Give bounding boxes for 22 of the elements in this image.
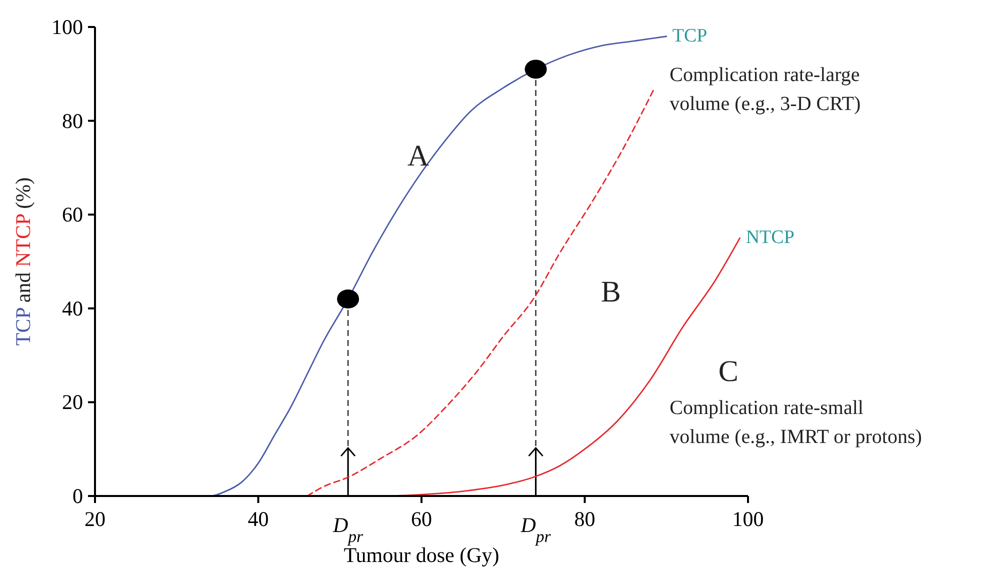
- series-label: NTCP: [746, 227, 794, 248]
- ref-line-label: D$_{pr}$: [332, 513, 364, 546]
- x-tick-label: 20: [84, 507, 106, 531]
- ref-line-label: D$_{pr}$: [520, 513, 552, 546]
- annotation: Complication rate-small volume (e.g., IMRT or protons): [670, 396, 922, 448]
- annotation: C: [718, 355, 738, 388]
- y-tick-label: 0: [72, 484, 83, 508]
- y-axis-title: TCP and NTCP (%): [11, 177, 35, 346]
- line-series: [306, 90, 654, 497]
- annotation: Complication rate-large volume (e.g., 3-D CRT): [670, 64, 861, 115]
- series-label: TCP: [672, 25, 708, 46]
- x-tick-label: 60: [411, 507, 432, 531]
- y-tick-label: 40: [62, 296, 83, 320]
- y-tick-label: 20: [62, 390, 83, 414]
- annotation: B: [600, 275, 621, 308]
- y-tick-label: 100: [52, 15, 83, 39]
- y-tick-label: 80: [62, 108, 83, 133]
- x-tick-label: 80: [574, 507, 596, 531]
- x-tick-label: 40: [248, 507, 269, 531]
- annotation: A: [407, 139, 430, 172]
- x-tick-label: 100: [732, 507, 764, 531]
- y-tick-label: 60: [62, 202, 83, 227]
